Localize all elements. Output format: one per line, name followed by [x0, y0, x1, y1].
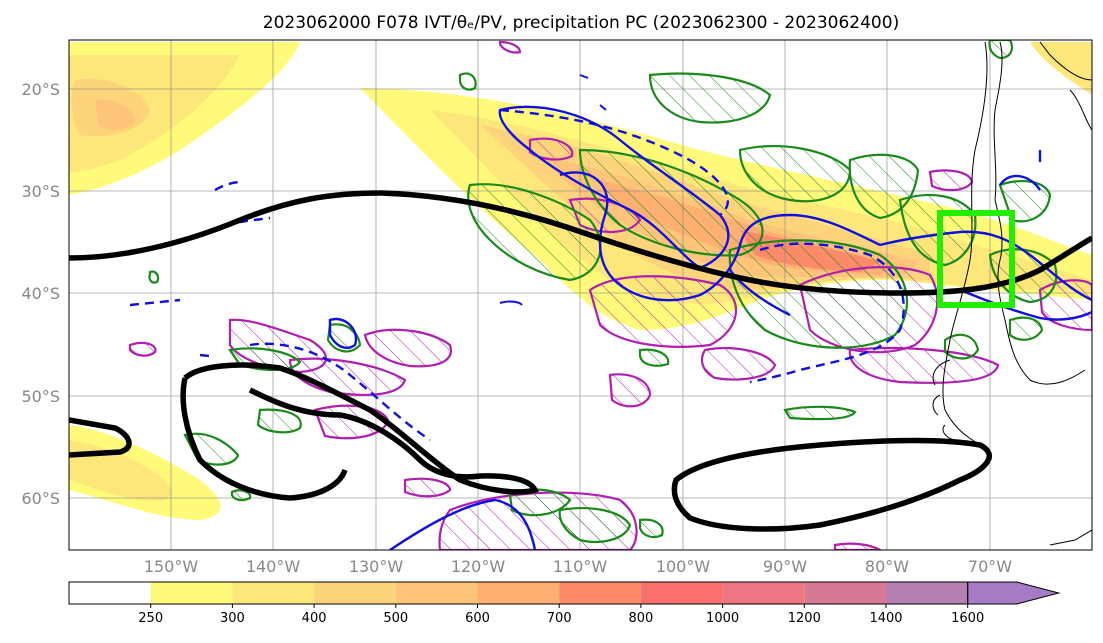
lon-tick: 150°W: [144, 557, 199, 576]
colorbar-tick-label: 700: [547, 611, 572, 626]
lat-tick: 40°S: [21, 284, 60, 303]
highlight-box: [937, 210, 1015, 308]
colorbar-tick-label: 1000: [706, 611, 739, 626]
colorbar-segment: [722, 582, 805, 604]
colorbar-segment: [559, 582, 641, 604]
colorbar-border: [68, 581, 969, 605]
lon-tick: 140°W: [246, 557, 301, 576]
colorbar-tick-label: 500: [383, 611, 408, 626]
map-panel: [69, 40, 1092, 550]
colorbar-tick-label: 800: [628, 611, 653, 626]
colorbar-segment: [150, 582, 233, 604]
colorbar-tick-label: 250: [138, 611, 163, 626]
lat-tick: 20°S: [21, 80, 60, 99]
lon-tick: 110°W: [553, 557, 608, 576]
coastlines: [932, 41, 1092, 546]
lon-tick: 80°W: [865, 557, 909, 576]
colorbar-segment: [477, 582, 560, 604]
colorbar-segment: [314, 582, 396, 604]
colorbar-segment: [640, 582, 723, 604]
lon-tick: 100°W: [656, 557, 711, 576]
theta-e-contours: [69, 190, 1092, 532]
colorbar-tick-label: 600: [465, 611, 490, 626]
lon-tick: 120°W: [451, 557, 506, 576]
pv-contours: [328, 74, 1092, 550]
colorbar-tick-label: 1600: [951, 611, 984, 626]
map-frame: [68, 39, 1093, 551]
lon-tick: 90°W: [763, 557, 807, 576]
colorbar-segment: [69, 582, 151, 604]
map-gridlines: [69, 40, 1092, 550]
colorbar-tick-label: 400: [302, 611, 327, 626]
lat-tick-labels: 20°S 30°S 40°S 50°S 60°S: [21, 80, 60, 508]
lat-tick: 60°S: [21, 489, 60, 508]
lon-tick: 70°W: [968, 557, 1012, 576]
lon-tick: 130°W: [349, 557, 404, 576]
colorbar-tick-label: 1400: [869, 611, 902, 626]
colorbar-tick-label: 300: [220, 611, 245, 626]
colorbar-segment: [886, 582, 968, 604]
lon-tick-labels: 150°W 140°W 130°W 120°W 110°W 100°W 90°W…: [144, 557, 1012, 576]
colorbar-extend-arrow: [967, 581, 1061, 605]
colorbar-segment: [804, 582, 886, 604]
colorbar-tick-label: 1200: [788, 611, 821, 626]
figure-title: 2023062000 F078 IVT/θₑ/PV, precipitation…: [263, 13, 899, 33]
colorbar-segment: [232, 582, 315, 604]
colorbar-segment: [395, 582, 478, 604]
colorbar: 250 300 400 500 600 700 800 1000 1200 1400 1600: [68, 581, 1061, 626]
lat-tick: 50°S: [21, 387, 60, 406]
lat-tick: 30°S: [21, 182, 60, 201]
